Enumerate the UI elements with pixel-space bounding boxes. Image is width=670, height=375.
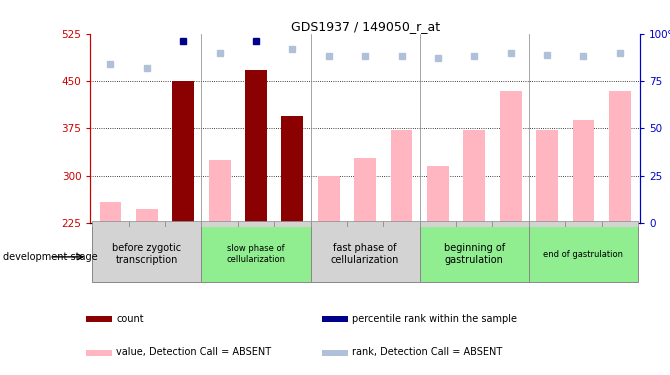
Bar — [281, 116, 304, 223]
Bar — [354, 158, 376, 223]
FancyBboxPatch shape — [92, 226, 202, 282]
FancyBboxPatch shape — [419, 226, 529, 282]
Bar — [172, 81, 194, 223]
Text: development stage: development stage — [3, 252, 98, 262]
Text: end of gastrulation: end of gastrulation — [543, 250, 624, 259]
Text: slow phase of
cellularization: slow phase of cellularization — [226, 244, 285, 264]
Bar — [391, 130, 413, 223]
FancyBboxPatch shape — [311, 221, 347, 227]
Bar — [500, 91, 522, 223]
FancyBboxPatch shape — [602, 221, 638, 227]
Text: count: count — [116, 314, 144, 324]
Text: fast phase of
cellularization: fast phase of cellularization — [331, 243, 399, 265]
Bar — [86, 316, 111, 322]
Text: before zygotic
transcription: before zygotic transcription — [113, 243, 182, 265]
FancyBboxPatch shape — [456, 221, 492, 227]
FancyBboxPatch shape — [165, 221, 202, 227]
FancyBboxPatch shape — [347, 221, 383, 227]
Bar — [245, 70, 267, 223]
FancyBboxPatch shape — [202, 226, 311, 282]
Bar — [536, 130, 558, 223]
Bar — [86, 350, 111, 355]
FancyBboxPatch shape — [529, 221, 565, 227]
Text: percentile rank within the sample: percentile rank within the sample — [352, 314, 517, 324]
FancyBboxPatch shape — [492, 221, 529, 227]
FancyBboxPatch shape — [202, 221, 238, 227]
Bar — [464, 130, 485, 223]
Bar — [609, 91, 630, 223]
Bar — [208, 160, 230, 223]
FancyBboxPatch shape — [383, 221, 419, 227]
Bar — [322, 316, 348, 322]
FancyBboxPatch shape — [92, 221, 129, 227]
Bar — [427, 166, 449, 223]
Bar — [573, 120, 594, 223]
Text: beginning of
gastrulation: beginning of gastrulation — [444, 243, 505, 265]
FancyBboxPatch shape — [419, 221, 456, 227]
Bar — [136, 209, 157, 223]
FancyBboxPatch shape — [529, 226, 638, 282]
FancyBboxPatch shape — [311, 226, 419, 282]
Text: value, Detection Call = ABSENT: value, Detection Call = ABSENT — [116, 348, 271, 357]
FancyBboxPatch shape — [565, 221, 602, 227]
Bar — [318, 176, 340, 223]
Bar — [322, 350, 348, 355]
FancyBboxPatch shape — [238, 221, 274, 227]
Bar — [100, 202, 121, 223]
Text: rank, Detection Call = ABSENT: rank, Detection Call = ABSENT — [352, 348, 502, 357]
FancyBboxPatch shape — [129, 221, 165, 227]
FancyBboxPatch shape — [274, 221, 311, 227]
Title: GDS1937 / 149050_r_at: GDS1937 / 149050_r_at — [291, 20, 440, 33]
